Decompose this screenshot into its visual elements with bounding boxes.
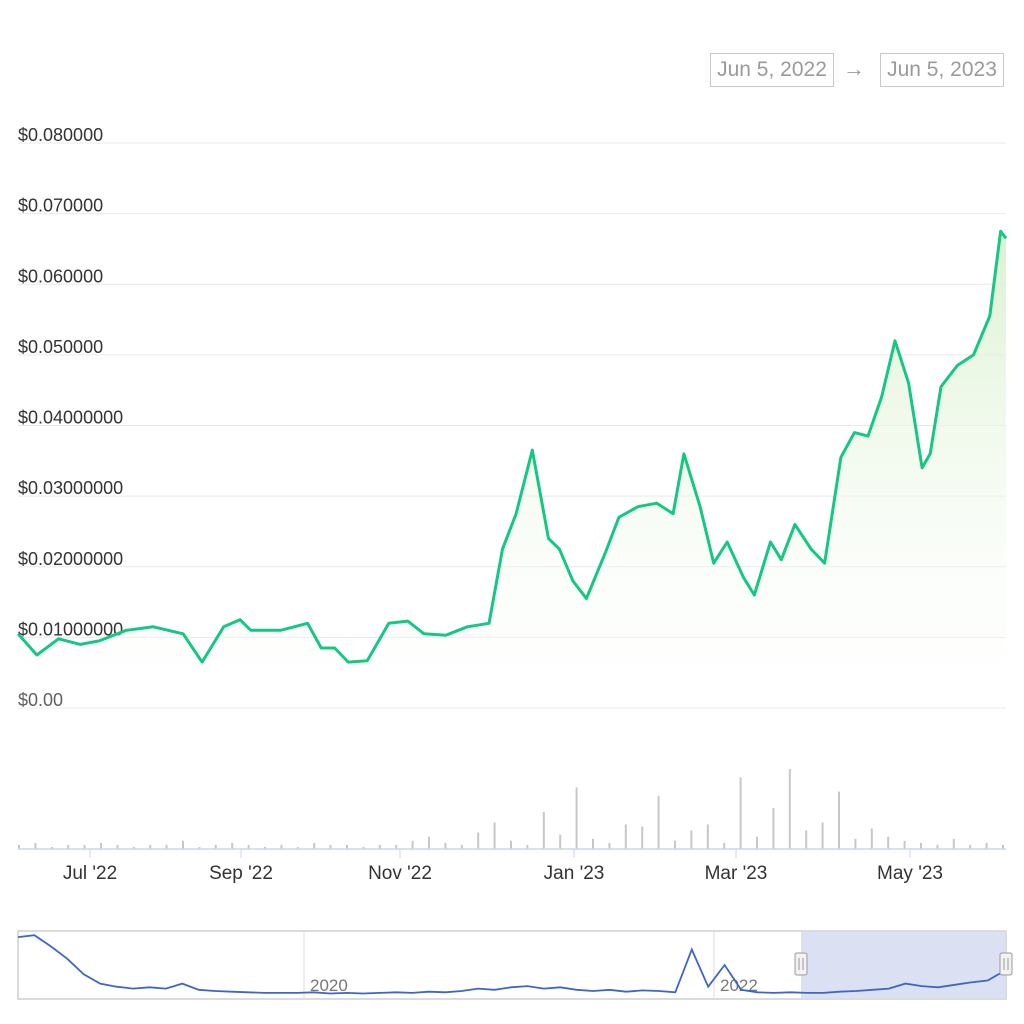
volume-bar — [690, 830, 693, 849]
volume-bar — [444, 842, 447, 849]
navigator-selected-range[interactable] — [801, 931, 1006, 999]
y-tick-label: $0.060000 — [18, 266, 103, 286]
y-tick-label: $0.04000000 — [18, 408, 123, 428]
volume-bar — [805, 830, 808, 849]
volume-bar — [493, 822, 496, 850]
volume-bar — [526, 844, 529, 849]
volume-bar — [34, 842, 37, 849]
volume-bar — [723, 842, 726, 849]
volume-bar — [329, 844, 332, 849]
volume-bar — [788, 769, 791, 849]
volume-bar — [920, 842, 922, 849]
volume-bar — [1002, 844, 1004, 849]
volume-bar — [100, 842, 102, 849]
volume-bar — [395, 844, 398, 849]
price-area — [18, 231, 1006, 709]
volume-bar — [132, 847, 135, 850]
volume-bar — [460, 844, 463, 849]
volume-bar — [313, 842, 316, 849]
volume-bar — [936, 844, 939, 849]
volume-bar — [198, 847, 201, 850]
volume-bar — [641, 826, 644, 850]
navigator-line — [17, 934, 1005, 995]
y-tick-label: $0.01000000 — [18, 619, 123, 639]
volume-bar — [149, 844, 152, 849]
x-tick-label: Sep '22 — [209, 863, 273, 884]
volume-bar — [772, 808, 775, 849]
volume-bar — [592, 838, 594, 850]
volume-bar — [428, 836, 430, 849]
volume-bar — [952, 838, 955, 850]
volume-bar — [362, 847, 365, 850]
volume-bar — [608, 842, 611, 849]
volume-bar — [838, 791, 840, 849]
navigator-left-handle[interactable] — [794, 952, 808, 976]
x-tick-label: Jan '23 — [544, 863, 605, 884]
x-tick-label: May '23 — [877, 863, 943, 884]
volume-bar — [296, 847, 299, 850]
navigator-right-handle[interactable] — [999, 952, 1013, 976]
volume-bar — [559, 834, 562, 849]
range-start-date[interactable]: Jun 5, 2022 — [710, 53, 834, 87]
volume-bar — [247, 844, 250, 849]
volume-bar — [83, 844, 86, 849]
volume-bar — [756, 836, 758, 849]
volume-bar — [411, 840, 414, 849]
volume-bar — [854, 838, 857, 850]
volume-bar — [985, 842, 988, 849]
volume-bar — [231, 842, 234, 849]
y-tick-label: $0.03000000 — [18, 478, 123, 498]
x-tick-label: Mar '23 — [705, 863, 768, 884]
volume-bar — [706, 824, 709, 849]
volume-bar — [657, 795, 660, 849]
volume-bar — [165, 844, 168, 849]
x-tick-label: Nov '22 — [368, 863, 432, 884]
volume-bar — [214, 844, 217, 849]
volume-bar — [18, 844, 20, 849]
volume-bar — [739, 777, 742, 850]
volume-bar — [67, 844, 70, 849]
volume-bar — [510, 840, 512, 849]
y-tick-label: $0.070000 — [18, 196, 103, 216]
x-tick-label: Jul '22 — [63, 863, 117, 884]
navigator-label-2020: 2020 — [310, 976, 348, 995]
volume-bar — [903, 840, 906, 849]
volume-bar — [264, 847, 266, 850]
volume-bar — [378, 844, 381, 849]
volume-bar — [182, 840, 184, 849]
volume-bar — [346, 844, 348, 849]
volume-bar — [477, 832, 480, 849]
volume-bar — [821, 822, 824, 850]
volume-bar — [116, 844, 119, 849]
volume-bar — [887, 836, 890, 849]
volume-bar — [575, 787, 578, 849]
y-tick-label: $0.080000 — [18, 125, 103, 145]
volume-bar — [50, 847, 53, 850]
y-tick-label: $0.02000000 — [18, 549, 123, 569]
price-line — [16, 229, 1008, 664]
y-tick-label: $0.050000 — [18, 337, 103, 357]
volume-bar — [969, 844, 972, 849]
volume-bar — [542, 812, 545, 849]
range-arrow-icon: → — [843, 56, 865, 81]
range-end-date[interactable]: Jun 5, 2023 — [880, 53, 1004, 87]
volume-bar — [280, 844, 283, 849]
volume-bar — [624, 824, 627, 849]
volume-bar — [674, 840, 676, 849]
volume-bar — [870, 828, 873, 849]
